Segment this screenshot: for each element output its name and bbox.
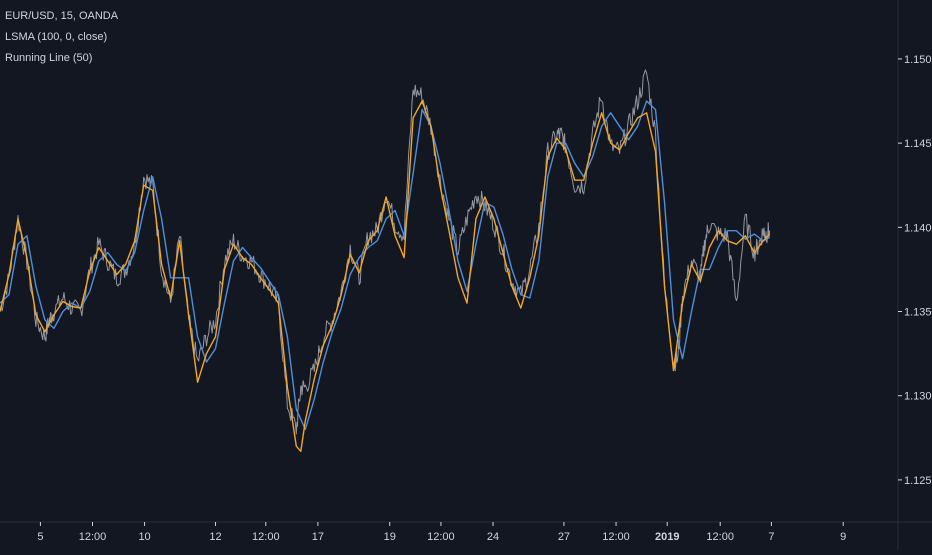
chart-legend: EUR/USD, 15, OANDA LSMA (100, 0, close) … [5, 6, 118, 69]
x-tick-label: 27 [558, 531, 570, 543]
y-tick-label: 1.12500 [904, 475, 932, 487]
y-tick-label: 1.13500 [904, 307, 932, 319]
y-tick-label: 1.14000 [904, 222, 932, 234]
x-tick-label: 5 [37, 531, 43, 543]
running-line-series-line [0, 100, 770, 431]
x-tick-label: 17 [312, 531, 324, 543]
lsma-indicator-label[interactable]: LSMA (100, 0, close) [5, 31, 108, 43]
y-tick-label: 1.13000 [904, 391, 932, 403]
x-tick-label: 24 [487, 531, 499, 543]
y-tick-label: 1.15000 [904, 54, 932, 66]
running-line-indicator-label[interactable]: Running Line (50) [5, 52, 93, 64]
x-tick-label: 12:00 [427, 531, 455, 543]
symbol-label[interactable]: EUR/USD, 15, OANDA [5, 10, 119, 22]
x-tick-label: 7 [768, 531, 774, 543]
x-tick-label: 10 [138, 531, 150, 543]
price-series-line [0, 69, 771, 435]
plot-layer [0, 69, 771, 452]
y-tick-label: 1.14500 [904, 138, 932, 150]
x-tick-label: 12 [209, 531, 221, 543]
lsma-series-line [0, 100, 771, 452]
x-tick-label: 12:00 [706, 531, 734, 543]
x-tick-label: 12:00 [252, 531, 280, 543]
x-tick-label: 12:00 [79, 531, 107, 543]
x-tick-label: 19 [384, 531, 396, 543]
x-tick-label: 2019 [655, 531, 679, 543]
x-tick-label: 12:00 [602, 531, 630, 543]
x-tick-label: 9 [840, 531, 846, 543]
